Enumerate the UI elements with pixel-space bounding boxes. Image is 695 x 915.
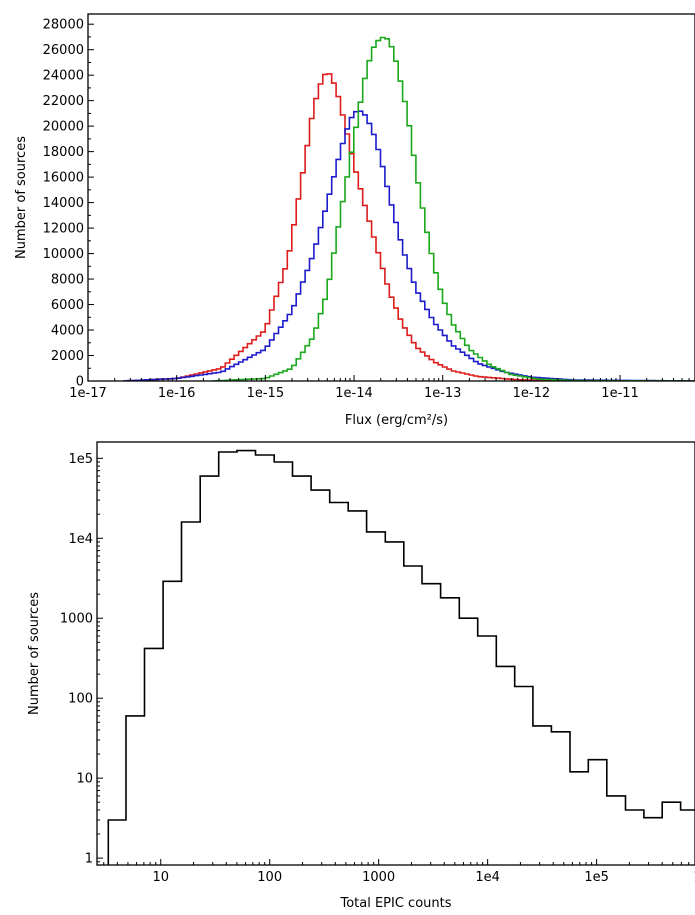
- flux-series-3-line: [212, 36, 695, 381]
- histogram-bar: [570, 772, 588, 865]
- histogram-bar: [219, 452, 237, 865]
- x-tick-label: 1e-16: [158, 386, 196, 401]
- x-axis-label: Total EPIC counts: [339, 896, 451, 911]
- histogram-bar: [108, 820, 126, 865]
- x-tick-label: 1e6: [693, 870, 695, 885]
- histogram-bar: [459, 618, 477, 865]
- histogram-bar: [367, 532, 386, 865]
- histogram-group: [107, 449, 695, 865]
- y-tick-label: 28000: [43, 18, 84, 33]
- y-tick-label: 26000: [43, 43, 84, 58]
- y-tick-label: 12000: [43, 222, 84, 237]
- x-tick-label: 1e4: [475, 870, 500, 885]
- histogram-bar: [237, 451, 256, 865]
- y-axis-label: Number of sources: [27, 592, 42, 715]
- y-tick-label: 1e4: [68, 532, 93, 547]
- y-tick-label: 1: [85, 852, 93, 867]
- y-tick-label: 24000: [43, 69, 84, 84]
- histogram-bar: [681, 810, 695, 865]
- histogram-bar: [607, 796, 626, 865]
- histogram-bar: [551, 732, 570, 865]
- plot-frame: [96, 441, 695, 866]
- histogram-bar: [644, 818, 662, 865]
- histogram-bar: [200, 476, 218, 865]
- x-tick-label: 1e-17: [69, 386, 107, 401]
- flux-series-1-line: [123, 73, 695, 381]
- plot-frame: [87, 13, 695, 382]
- histogram-bar: [293, 476, 312, 865]
- histogram-bar: [588, 760, 606, 865]
- histogram-bar: [533, 726, 552, 865]
- x-tick-label: 1e-12: [513, 386, 551, 401]
- y-tick-label: 18000: [43, 145, 84, 160]
- histogram-bar: [404, 566, 422, 865]
- y-tick-label: 20000: [43, 120, 84, 135]
- y-tick-label: 14000: [43, 196, 84, 211]
- epic-counts-histogram-chart: 10 100 1000 1e4 1e5 1e6 1 10 100 1000 1e4 1e5 Total …: [27, 441, 695, 911]
- x-tick-label: 1e-15: [247, 386, 285, 401]
- x-tick-label: 100: [257, 870, 282, 885]
- y-tick-label: 6000: [51, 298, 84, 313]
- histogram-bar: [330, 503, 349, 865]
- y-tick-label: 22000: [43, 94, 84, 109]
- histogram-bar: [255, 455, 274, 865]
- histogram-bar: [496, 666, 514, 865]
- histogram-bar: [478, 636, 497, 865]
- y-tick-label: 0: [76, 375, 84, 390]
- y-tick-label: 1e5: [68, 452, 93, 467]
- x-tick-label: 1e-11: [601, 386, 639, 401]
- histogram-bar: [181, 522, 200, 865]
- histogram-bar: [126, 716, 145, 865]
- x-tick-label: 10: [152, 870, 169, 885]
- histogram-bar: [274, 462, 292, 865]
- histogram-bar: [662, 802, 680, 865]
- histogram-bar: [311, 490, 330, 865]
- x-axis-label: Flux (erg/cm²/s): [345, 413, 448, 428]
- x-tick-label: 1e-14: [335, 386, 373, 401]
- series-group: [123, 36, 695, 381]
- histogram-bar: [163, 581, 181, 865]
- y-tick-label: 10: [76, 772, 93, 787]
- y-tick-label: 4000: [51, 324, 84, 339]
- x-tick-label: 1e5: [584, 870, 609, 885]
- y-tick-label: 2000: [51, 349, 84, 364]
- histogram-step-line: [107, 449, 695, 865]
- flux-series-2-line: [123, 110, 695, 381]
- y-tick-label: 100: [68, 692, 93, 707]
- histogram-bar: [441, 598, 460, 865]
- histogram-bar: [348, 511, 366, 865]
- histogram-bar: [422, 584, 441, 865]
- flux-histogram-chart: 1e-17 1e-16 1e-15 1e-14 1e-13 1e-12 1e-11 0 2000…: [14, 13, 695, 428]
- x-tick-label: 1000: [362, 870, 395, 885]
- histogram-bar: [385, 542, 403, 865]
- histogram-bar: [515, 687, 533, 865]
- y-tick-label: 8000: [51, 273, 84, 288]
- histogram-bar: [145, 648, 164, 865]
- y-tick-label: 16000: [43, 171, 84, 186]
- y-tick-label: 10000: [43, 247, 84, 262]
- y-axis-label: Number of sources: [14, 136, 29, 259]
- y-tick-label: 1000: [60, 612, 93, 627]
- histogram-bar: [625, 810, 643, 865]
- x-tick-label: 1e-13: [424, 386, 462, 401]
